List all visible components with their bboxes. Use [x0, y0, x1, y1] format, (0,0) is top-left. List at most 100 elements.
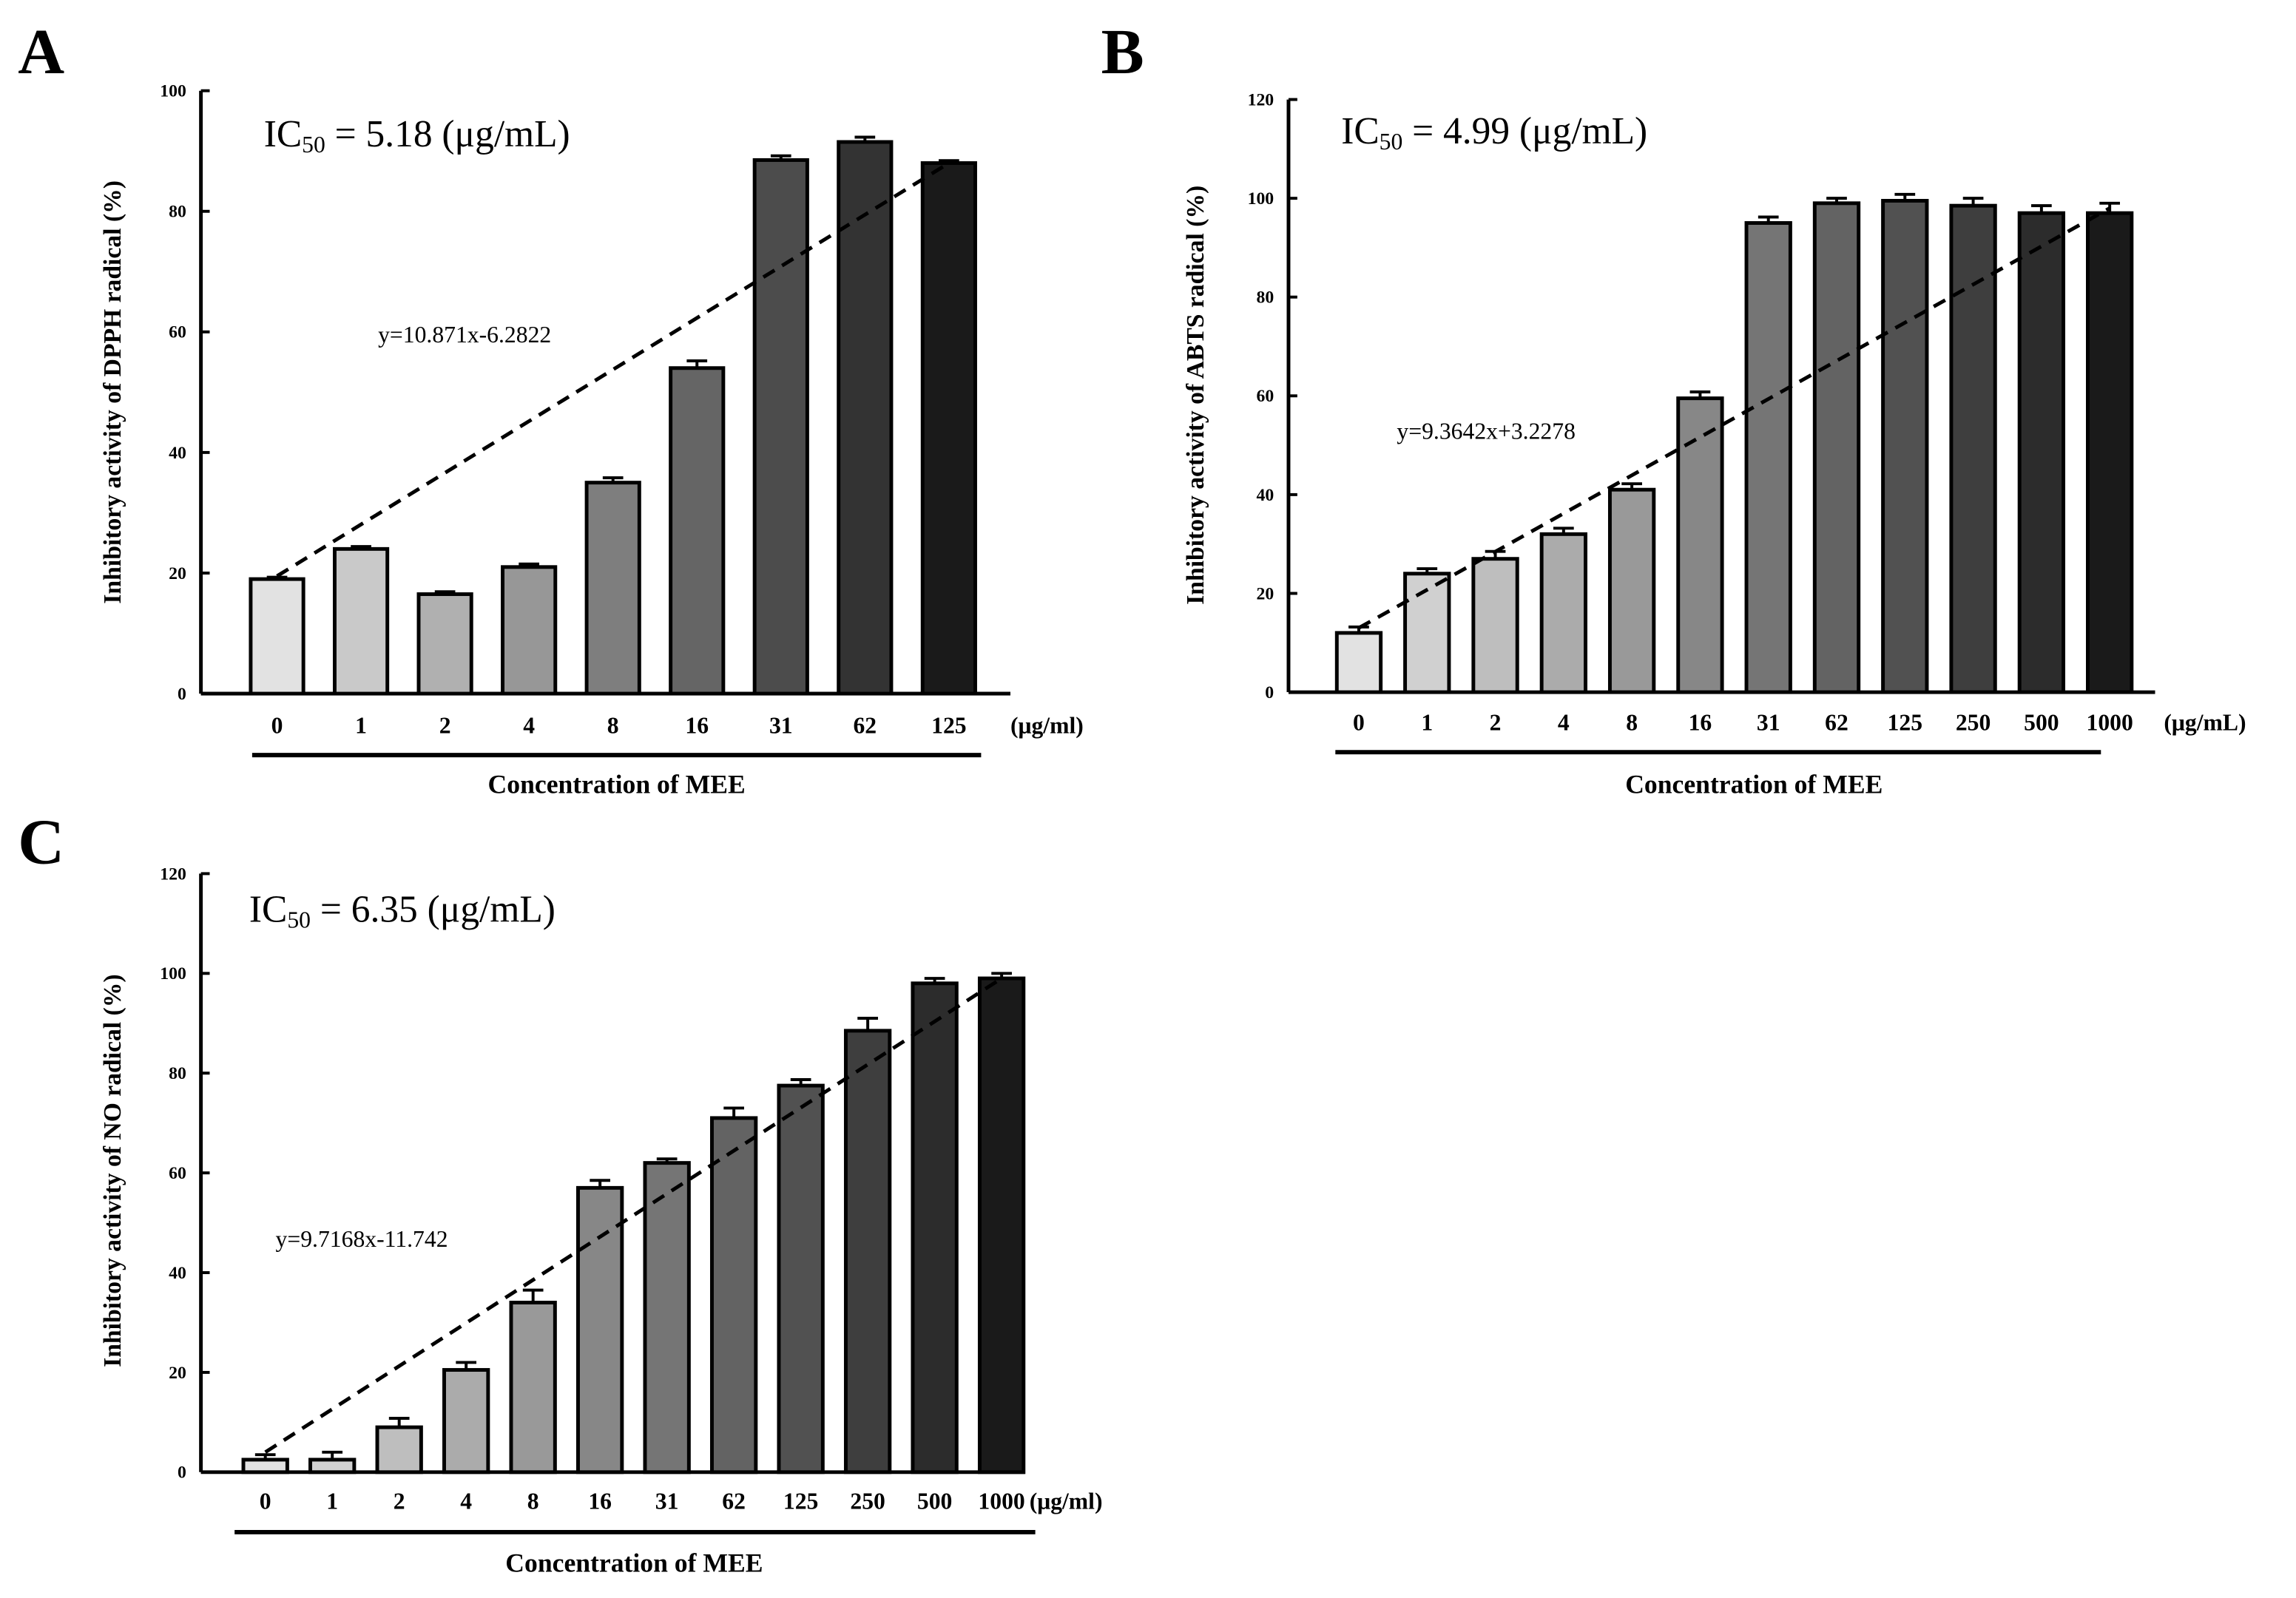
x-tick-label: 62 — [853, 712, 877, 738]
x-tick-label: 500 — [2024, 709, 2059, 735]
bar-0 — [241, 1458, 289, 1475]
bar-4 — [442, 1368, 490, 1475]
x-tick-label: 0 — [260, 1488, 271, 1514]
bar-16 — [575, 1185, 624, 1475]
y-tick-label: 100 — [160, 82, 186, 101]
y-tick-label: 60 — [169, 323, 186, 342]
x-tick-label: 1 — [326, 1488, 338, 1514]
bar-16 — [669, 366, 726, 696]
bar-2 — [375, 1425, 423, 1475]
bar-62 — [709, 1116, 758, 1475]
x-unit-label: (μg/ml) — [1010, 712, 1084, 738]
x-tick-label: 125 — [1888, 709, 1922, 735]
x-tick-label: 31 — [1757, 709, 1780, 735]
x-axis-label: Concentration of MEE — [1625, 770, 1883, 799]
x-tick-label: 0 — [271, 712, 283, 738]
bar-31 — [1744, 221, 1792, 694]
x-tick-label: 2 — [394, 1488, 405, 1514]
x-tick-label: 2 — [1490, 709, 1502, 735]
x-tick-label: 8 — [607, 712, 619, 738]
y-tick-label: 80 — [169, 203, 186, 222]
panel-label: C — [18, 806, 64, 878]
bar-1 — [1403, 572, 1451, 694]
bar-1 — [332, 546, 390, 696]
regression-equation: y=10.871x-6.2822 — [378, 322, 551, 348]
x-unit-label: (μg/mL) — [2164, 709, 2246, 735]
bar-62 — [1812, 201, 1861, 694]
bar-2 — [416, 592, 473, 696]
x-tick-label: 8 — [527, 1488, 539, 1514]
x-unit-label: (μg/ml) — [1030, 1488, 1103, 1514]
x-tick-label: 500 — [917, 1488, 952, 1514]
x-tick-label: 16 — [1689, 709, 1712, 735]
x-tick-label: 0 — [1353, 709, 1365, 735]
y-tick-label: 0 — [178, 1463, 186, 1483]
y-axis-label: Inhibitory activity of DPPH radical (%) — [99, 180, 126, 604]
bar-125 — [777, 1083, 825, 1475]
x-axis-label: Concentration of MEE — [505, 1548, 763, 1577]
y-tick-label: 0 — [178, 685, 186, 704]
x-tick-label: 125 — [783, 1488, 818, 1514]
bar-125 — [920, 161, 977, 696]
y-tick-label: 100 — [160, 964, 186, 983]
bar-8 — [509, 1301, 557, 1475]
ic50-label: IC50 = 6.35 (μg/mL) — [249, 889, 556, 933]
bar-31 — [752, 158, 809, 696]
bar-1 — [308, 1458, 357, 1475]
y-tick-label: 100 — [1248, 189, 1274, 209]
x-tick-label: 250 — [850, 1488, 885, 1514]
x-tick-label: 4 — [523, 712, 535, 738]
x-tick-label: 1 — [355, 712, 367, 738]
x-axis-label: Concentration of MEE — [488, 770, 746, 799]
y-tick-label: 0 — [1265, 683, 1274, 702]
y-tick-label: 20 — [169, 1364, 186, 1383]
y-tick-label: 60 — [169, 1164, 186, 1183]
x-tick-label: 16 — [685, 712, 709, 738]
y-tick-label: 120 — [1248, 90, 1274, 109]
trendline — [1357, 206, 2111, 630]
x-tick-label: 8 — [1626, 709, 1638, 735]
y-axis-label: Inhibitory activity of NO radical (%) — [99, 974, 126, 1367]
y-tick-label: 40 — [169, 444, 186, 463]
bar-1000 — [2086, 211, 2134, 694]
y-tick-label: 80 — [1256, 288, 1274, 308]
trendline — [264, 976, 1003, 1454]
x-tick-label: 1 — [1421, 709, 1433, 735]
y-tick-label: 40 — [169, 1264, 186, 1283]
y-axis-label: Inhibitory activity of ABTS radical (%) — [1182, 186, 1209, 605]
panel-label: A — [18, 16, 64, 87]
ic50-label: IC50 = 5.18 (μg/mL) — [264, 113, 570, 158]
bar-16 — [1676, 396, 1724, 694]
bar-250 — [1949, 203, 1997, 694]
x-tick-label: 1000 — [978, 1488, 1024, 1514]
y-tick-label: 20 — [169, 564, 186, 583]
panel-label: B — [1101, 16, 1144, 87]
x-tick-label: 1000 — [2087, 709, 2133, 735]
y-tick-label: 120 — [160, 864, 186, 884]
bar-0 — [249, 577, 305, 696]
ic50-label: IC50 = 4.99 (μg/mL) — [1341, 110, 1647, 155]
x-tick-label: 2 — [439, 712, 451, 738]
x-tick-label: 125 — [931, 712, 966, 738]
regression-equation: y=9.7168x-11.742 — [276, 1226, 448, 1252]
bar-4 — [1539, 532, 1587, 694]
bar-500 — [2017, 211, 2066, 694]
bar-250 — [843, 1029, 892, 1475]
y-tick-label: 20 — [1256, 584, 1274, 603]
x-tick-label: 31 — [769, 712, 793, 738]
bar-1000 — [977, 976, 1026, 1475]
bar-0 — [1334, 631, 1383, 694]
bar-500 — [911, 981, 959, 1475]
bar-31 — [643, 1161, 691, 1475]
y-tick-label: 60 — [1256, 387, 1274, 406]
y-tick-label: 80 — [169, 1064, 186, 1083]
x-tick-label: 250 — [1956, 709, 1991, 735]
x-tick-label: 31 — [655, 1488, 679, 1514]
x-tick-label: 4 — [460, 1488, 472, 1514]
x-tick-label: 62 — [722, 1488, 746, 1514]
bar-4 — [501, 565, 558, 696]
regression-equation: y=9.3642x+3.2278 — [1397, 419, 1575, 444]
x-tick-label: 16 — [588, 1488, 612, 1514]
bar-62 — [837, 140, 894, 696]
x-tick-label: 62 — [1825, 709, 1848, 735]
